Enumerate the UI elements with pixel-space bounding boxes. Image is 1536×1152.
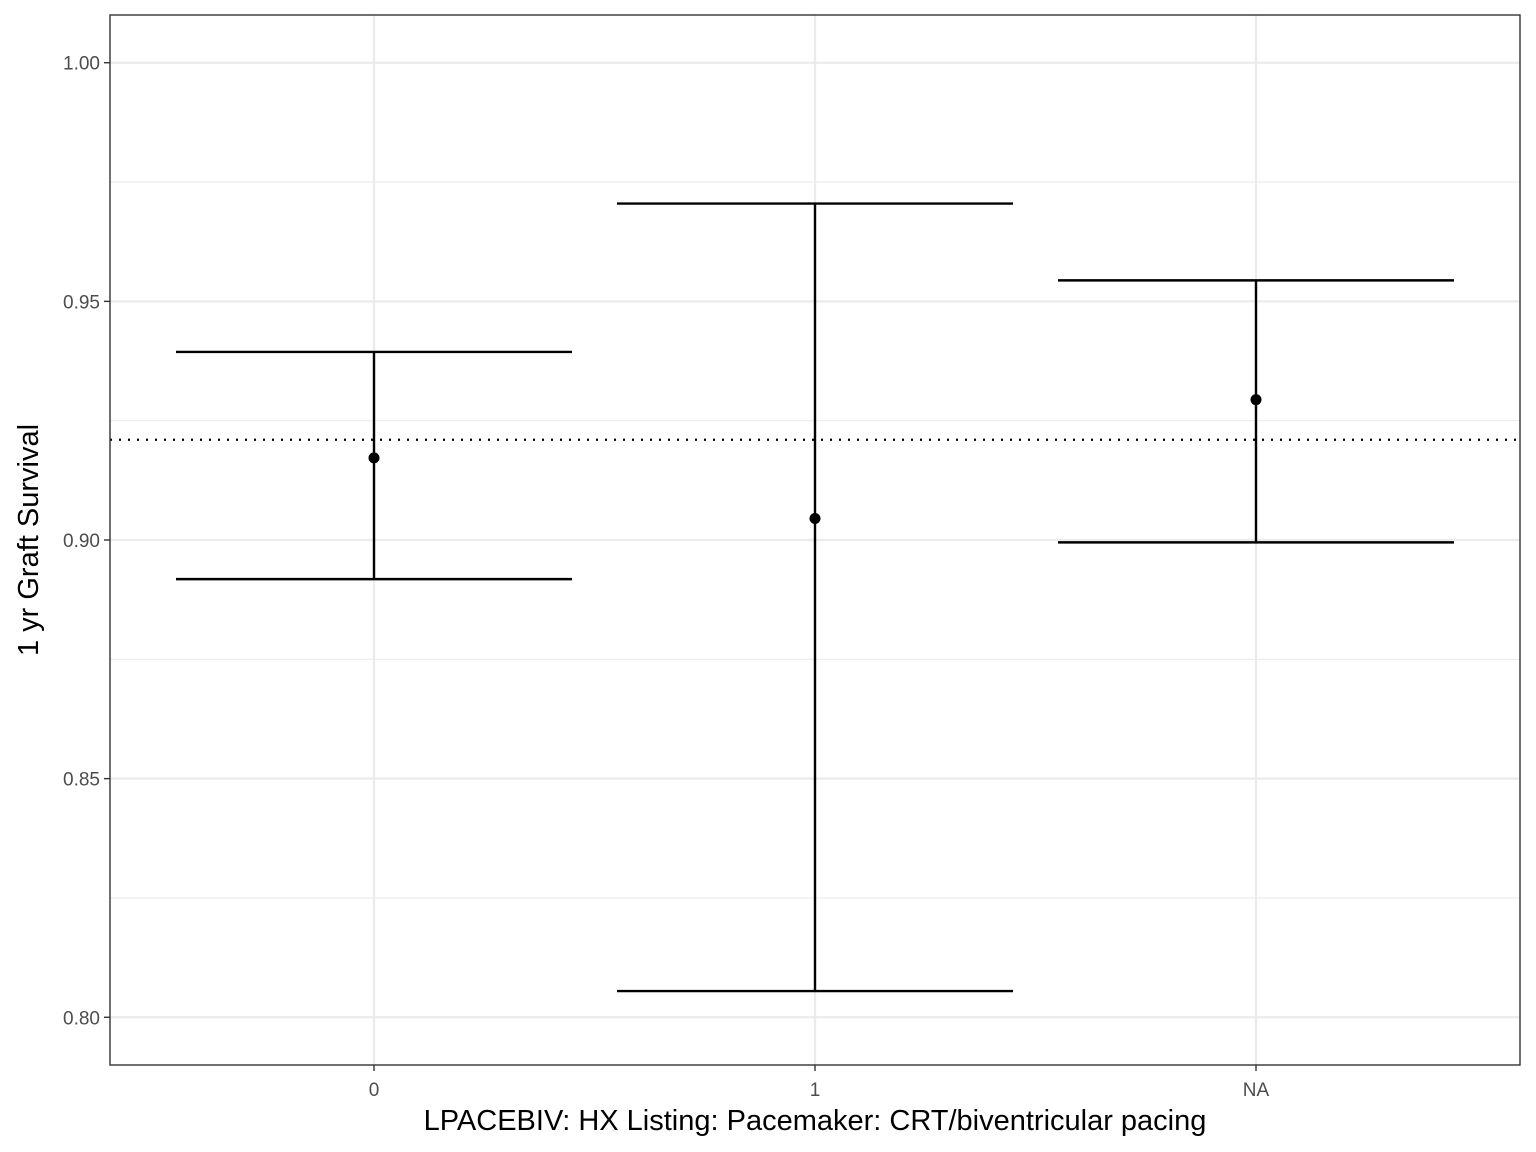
estimate-point <box>809 513 821 525</box>
axis-ticks: 0.80 0.85 0.90 0.95 1.00 0 1 NA <box>63 54 1270 1101</box>
x-tick-label: 1 <box>810 1080 821 1101</box>
y-axis-title: 1 yr Graft Survival <box>13 424 45 656</box>
y-tick-label: 0.95 <box>63 292 100 313</box>
y-tick-label: 0.90 <box>63 531 100 552</box>
y-tick-label: 0.85 <box>63 770 100 791</box>
estimate-point <box>368 452 380 464</box>
x-tick-label: 0 <box>369 1080 380 1101</box>
y-tick-label: 0.80 <box>63 1008 100 1029</box>
error-bars <box>176 202 1454 993</box>
y-tick-label: 1.00 <box>63 54 100 75</box>
x-axis-title: LPACEBIV: HX Listing: Pacemaker: CRT/biv… <box>424 1105 1207 1137</box>
estimate-point <box>1250 394 1262 406</box>
x-tick-label: NA <box>1243 1080 1270 1101</box>
